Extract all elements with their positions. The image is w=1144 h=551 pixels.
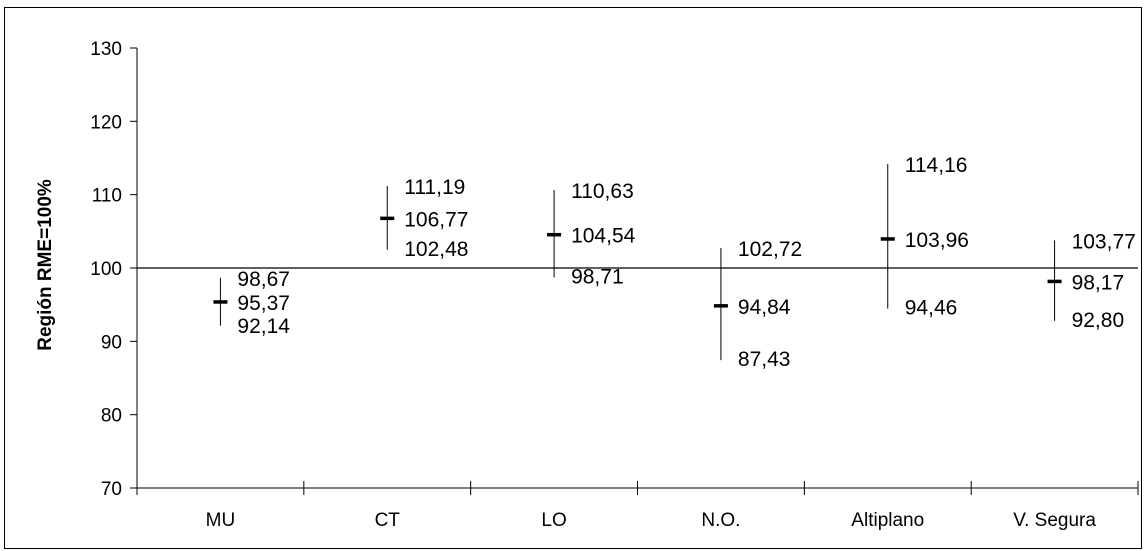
lower-value-label: 92,14 [237, 315, 290, 338]
lower-value-label: 92,80 [1072, 309, 1125, 332]
y-axis: 70 80 90 100 110 120 130 [90, 39, 138, 500]
mid-value-label: 95,37 [237, 292, 290, 315]
mid-value-label: 103,96 [905, 229, 969, 252]
lower-value-label: 102,48 [404, 238, 468, 261]
x-category-label: LO [541, 510, 566, 531]
x-axis: MU CT LO N.O. Altiplano V. Segura [136, 481, 1139, 531]
y-tick-label: 100 [90, 259, 122, 280]
mid-value-label: 104,54 [571, 225, 636, 248]
x-category-label: MU [206, 510, 236, 531]
lower-value-label: 94,46 [905, 297, 958, 320]
y-tick-label: 130 [90, 39, 122, 60]
upper-value-label: 110,63 [571, 180, 634, 203]
upper-value-label: 103,77 [1072, 230, 1136, 253]
chart-frame [4, 7, 1142, 549]
x-category-label: N.O. [701, 510, 740, 531]
y-axis-title: Región RME=100% [35, 179, 56, 351]
y-tick-label: 90 [101, 332, 122, 353]
x-category-label: Altiplano [851, 510, 924, 531]
y-tick-label: 80 [101, 406, 122, 427]
upper-value-label: 98,67 [237, 268, 290, 291]
x-category-label: CT [375, 510, 401, 531]
upper-value-label: 102,72 [738, 238, 802, 261]
y-tick-label: 110 [92, 186, 122, 207]
upper-value-label: 111,19 [404, 176, 465, 199]
upper-value-label: 114,16 [905, 154, 968, 177]
mid-value-label: 106,77 [404, 208, 468, 231]
lower-value-label: 87,43 [738, 348, 791, 371]
x-category-label: V. Segura [1013, 510, 1096, 531]
lower-value-label: 98,71 [571, 265, 624, 288]
y-tick-label: 70 [101, 479, 122, 500]
mid-value-label: 98,17 [1072, 271, 1125, 294]
mid-value-label: 94,84 [738, 296, 791, 319]
y-tick-label: 120 [90, 112, 122, 133]
